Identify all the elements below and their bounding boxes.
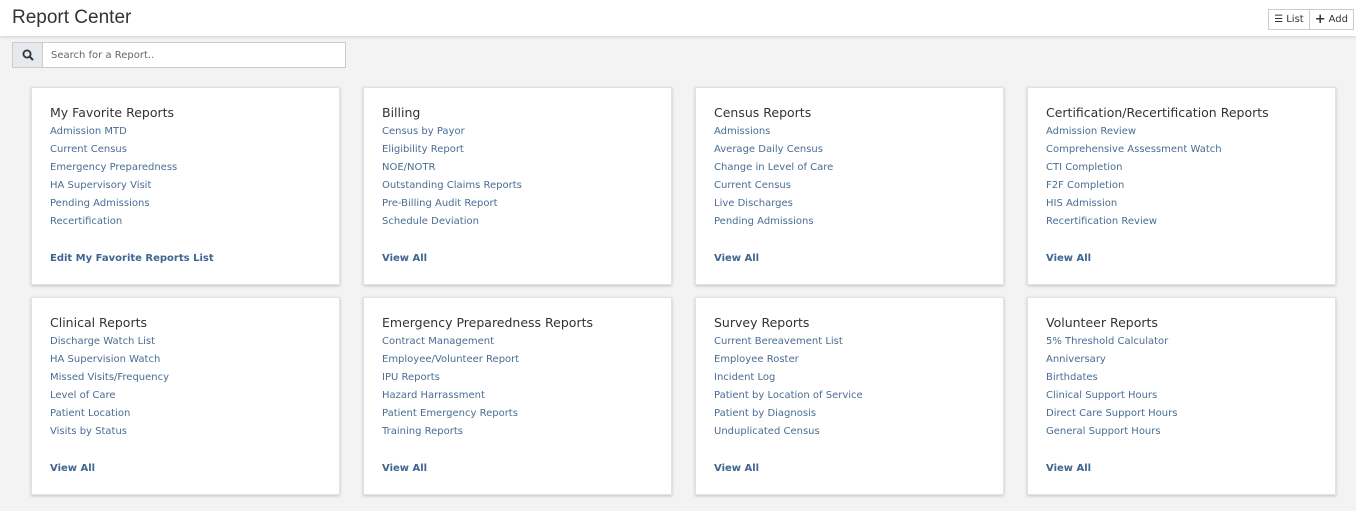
report-link[interactable]: Training Reports xyxy=(382,426,463,437)
report-link[interactable]: Contract Management xyxy=(382,336,495,347)
card-title: My Favorite Reports xyxy=(50,105,175,120)
report-link[interactable]: Hazard Harrassment xyxy=(382,390,485,401)
report-link[interactable]: Recertification xyxy=(50,216,123,227)
list-label: List xyxy=(1286,14,1304,25)
report-list: Admission MTD Current Census Emergency Pre… xyxy=(50,126,177,234)
report-link[interactable]: Current Bereavement List xyxy=(714,336,843,347)
report-link[interactable]: Patient Emergency Reports xyxy=(382,408,518,419)
report-link[interactable]: Live Discharges xyxy=(714,198,793,209)
view-all-link[interactable]: View All xyxy=(382,253,428,264)
report-link[interactable]: Admissions xyxy=(714,126,771,137)
view-all-link[interactable]: View All xyxy=(382,463,428,474)
report-link[interactable]: Clinical Support Hours xyxy=(1046,390,1158,401)
report-link[interactable]: HIS Admission xyxy=(1046,198,1118,209)
report-card: Emergency Preparedness Reports Contract M… xyxy=(363,297,672,495)
report-card: My Favorite Reports Admission MTD Current … xyxy=(31,87,340,285)
report-link[interactable]: Recertification Review xyxy=(1046,216,1158,227)
report-link[interactable]: Eligibility Report xyxy=(382,144,464,155)
report-list: Discharge Watch List HA Supervision Watch… xyxy=(50,336,169,444)
report-link[interactable]: Change in Level of Care xyxy=(714,162,834,173)
report-link[interactable]: IPU Reports xyxy=(382,372,440,383)
report-link[interactable]: Current Census xyxy=(714,180,791,191)
report-list: Census by Payor Eligibility Report NOE/NOT… xyxy=(382,126,522,234)
report-list: Contract Management Employee/Volunteer Re… xyxy=(382,336,519,444)
plus-icon: + xyxy=(1314,12,1326,27)
page-title: Report Center xyxy=(12,7,132,28)
report-link[interactable]: General Support Hours xyxy=(1046,426,1161,437)
report-link[interactable]: Pending Admissions xyxy=(50,198,150,209)
list-icon: ☰ xyxy=(1274,14,1284,25)
card-title: Survey Reports xyxy=(714,315,810,330)
report-link[interactable]: Visits by Status xyxy=(50,426,128,437)
report-link[interactable]: Admission Review xyxy=(1046,126,1137,137)
report-link[interactable]: Birthdates xyxy=(1046,372,1098,383)
view-all-link[interactable]: View All xyxy=(1046,463,1092,474)
report-card: Survey Reports Current Bereavement List Em… xyxy=(695,297,1004,495)
report-card: Clinical Reports Discharge Watch List HA S… xyxy=(31,297,340,495)
view-all-link[interactable]: View All xyxy=(714,253,760,264)
report-link[interactable]: Admission MTD xyxy=(50,126,127,137)
report-link[interactable]: Incident Log xyxy=(714,372,776,383)
search-bar xyxy=(12,42,346,68)
report-card: Billing Census by Payor Eligibility Report… xyxy=(363,87,672,285)
list-button[interactable]: ☰ List xyxy=(1268,9,1310,30)
report-link[interactable]: Missed Visits/Frequency xyxy=(50,372,170,383)
report-list: Admissions Average Daily Census Change in … xyxy=(714,126,833,234)
report-link[interactable]: Level of Care xyxy=(50,390,116,401)
report-link[interactable]: HA Supervision Watch xyxy=(50,354,161,365)
card-title: Certification/Recertification Reports xyxy=(1046,105,1269,120)
view-all-link[interactable]: View All xyxy=(50,463,96,474)
add-label: Add xyxy=(1328,14,1348,25)
report-link[interactable]: Patient by Diagnosis xyxy=(714,408,817,419)
card-title: Billing xyxy=(382,105,421,120)
report-link[interactable]: Pre-Billing Audit Report xyxy=(382,198,498,209)
report-link[interactable]: NOE/NOTR xyxy=(382,162,436,173)
report-link[interactable]: Current Census xyxy=(50,144,127,155)
report-link[interactable]: 5% Threshold Calculator xyxy=(1046,336,1169,347)
report-list: Current Bereavement List Employee Roster I… xyxy=(714,336,863,444)
report-card: Certification/Recertification Reports Adm… xyxy=(1027,87,1336,285)
view-all-link[interactable]: View All xyxy=(1046,253,1092,264)
report-link[interactable]: Discharge Watch List xyxy=(50,336,156,347)
add-button[interactable]: + Add xyxy=(1309,9,1354,30)
search-icon[interactable] xyxy=(12,42,43,68)
report-link[interactable]: Anniversary xyxy=(1046,354,1106,365)
report-link[interactable]: Average Daily Census xyxy=(714,144,823,155)
card-title: Emergency Preparedness Reports xyxy=(382,315,593,330)
edit-favorites-link[interactable]: Edit My Favorite Reports List xyxy=(50,253,214,264)
report-link[interactable]: CTI Completion xyxy=(1046,162,1123,173)
header: Report Center ☰ List + Add xyxy=(0,0,1356,36)
view-all-link[interactable]: View All xyxy=(714,463,760,474)
report-link[interactable]: Census by Payor xyxy=(382,126,465,137)
report-link[interactable]: Employee Roster xyxy=(714,354,799,365)
report-link[interactable]: Unduplicated Census xyxy=(714,426,820,437)
report-list: 5% Threshold Calculator Anniversary Birthd… xyxy=(1046,336,1177,444)
report-link[interactable]: Schedule Deviation xyxy=(382,216,479,227)
card-title: Census Reports xyxy=(714,105,812,120)
report-link[interactable]: Patient by Location of Service xyxy=(714,390,863,401)
report-card: Volunteer Reports 5% Threshold Calculator… xyxy=(1027,297,1336,495)
report-link[interactable]: Employee/Volunteer Report xyxy=(382,354,520,365)
card-title: Clinical Reports xyxy=(50,315,147,330)
card-title: Volunteer Reports xyxy=(1046,315,1158,330)
report-link[interactable]: Direct Care Support Hours xyxy=(1046,408,1178,419)
report-link[interactable]: Emergency Preparedness xyxy=(50,162,178,173)
report-link[interactable]: Pending Admissions xyxy=(714,216,814,227)
report-card: Census Reports Admissions Average Daily Ce… xyxy=(695,87,1004,285)
report-link[interactable]: HA Supervisory Visit xyxy=(50,180,152,191)
report-link[interactable]: Outstanding Claims Reports xyxy=(382,180,522,191)
report-link[interactable]: Patient Location xyxy=(50,408,131,419)
report-list: Admission Review Comprehensive Assessment… xyxy=(1046,126,1222,234)
report-link[interactable]: F2F Completion xyxy=(1046,180,1125,191)
report-link[interactable]: Comprehensive Assessment Watch xyxy=(1046,144,1222,155)
search-input[interactable] xyxy=(43,42,346,68)
